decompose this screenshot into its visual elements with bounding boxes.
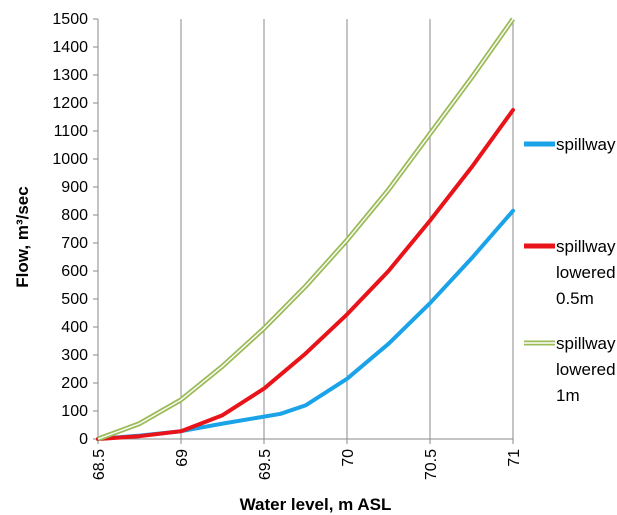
grid: [97, 19, 514, 439]
series-line-outer: [97, 17, 516, 442]
x-axis-title: Water level, m ASL: [240, 495, 392, 514]
legend-label: spillway: [556, 237, 616, 256]
legend-label: 1m: [556, 386, 580, 405]
series-line-inner: [97, 18, 514, 440]
x-tick-label: 71: [506, 449, 523, 467]
y-tick-label: 200: [61, 375, 88, 392]
x-tick-labels: 68.5 69 69.5 70 70.5 71: [91, 449, 523, 480]
legend-label: lowered: [556, 360, 616, 379]
y-tick-label: 1000: [52, 151, 88, 168]
legend: spillway spillway lowered 0.5m spillway lower…: [524, 135, 616, 405]
y-axis-title: Flow, m³/sec: [13, 186, 32, 287]
y-tick-label: 600: [61, 263, 88, 280]
x-tick-label: 70.5: [423, 449, 440, 480]
legend-label: spillway: [556, 135, 616, 154]
y-tick-label: 500: [61, 291, 88, 308]
y-tick-label: 800: [61, 207, 88, 224]
y-tick-label: 400: [61, 319, 88, 336]
x-tick-label: 70: [340, 449, 357, 467]
series-line: [96, 208, 515, 441]
y-tick-label: 1500: [52, 11, 88, 28]
series-lines: [96, 17, 516, 442]
y-tick-label: 300: [61, 347, 88, 364]
x-tick-label: 69.5: [257, 449, 274, 480]
y-tick-label: 0: [79, 431, 88, 448]
y-tick-label: 1100: [54, 123, 89, 140]
y-tick-label: 100: [61, 403, 88, 420]
x-tick-label: 69: [174, 449, 191, 467]
y-tick-label: 1200: [52, 95, 88, 112]
y-tick-label: 1300: [52, 67, 88, 84]
legend-label: spillway: [556, 334, 616, 353]
y-tick-label: 900: [61, 179, 88, 196]
x-tick-label: 68.5: [91, 449, 108, 480]
y-tick-labels: 0 100 200 300 400 500 600 700 800 900 1000 1100 1200…: [52, 11, 88, 448]
y-tick-label: 1400: [52, 39, 88, 56]
legend-label: lowered: [556, 263, 616, 282]
axes: [93, 18, 514, 444]
series-line: [96, 108, 515, 441]
y-tick-label: 700: [61, 235, 88, 252]
legend-label: 0.5m: [556, 289, 594, 308]
